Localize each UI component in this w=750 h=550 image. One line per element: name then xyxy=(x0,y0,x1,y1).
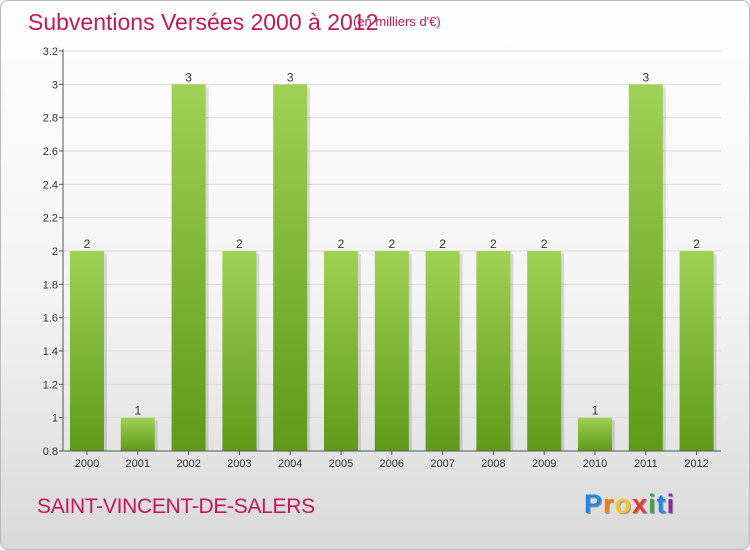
y-tick-label: 2.2 xyxy=(43,213,58,225)
bar-2008 xyxy=(476,251,511,451)
x-tick-label: 2002 xyxy=(176,458,200,470)
value-label: 2 xyxy=(490,237,497,251)
bar-2007 xyxy=(425,251,460,451)
x-tick-label: 2010 xyxy=(583,458,607,470)
logo-letter: i xyxy=(666,489,676,519)
y-tick-label: 2.8 xyxy=(43,113,58,125)
y-tick-label: 3.2 xyxy=(43,46,58,58)
bar-2001 xyxy=(120,417,155,451)
value-label: 3 xyxy=(287,70,294,84)
bars: 2 1 3 2 3 2 2 2 2 2 1 3 2 xyxy=(70,70,717,451)
axes: 0.8 1 1.2 1.4 1.6 1.8 2 2.2 2.4 2.6 2.8 3 3.2 2000 200… xyxy=(43,46,721,470)
value-label: 2 xyxy=(388,237,395,251)
y-tick-label: 1.4 xyxy=(43,346,58,358)
value-label: 2 xyxy=(84,237,91,251)
value-label: 1 xyxy=(592,404,599,418)
chart-title: Subventions Versées 2000 à 2012 xyxy=(28,9,379,35)
value-label: 2 xyxy=(541,237,548,251)
bar-2012 xyxy=(679,251,714,451)
bar-2002 xyxy=(171,84,206,451)
logo-letter: r xyxy=(603,489,615,519)
y-tick-label: 0.8 xyxy=(43,446,58,458)
x-tick-label: 2000 xyxy=(75,458,99,470)
y-tick-label: 1.6 xyxy=(43,313,58,325)
logo-letter: x xyxy=(632,489,649,519)
logo-letter: o xyxy=(614,489,633,519)
x-tick-label: 2001 xyxy=(126,458,150,470)
x-tick-label: 2012 xyxy=(684,458,708,470)
y-tick-label: 1 xyxy=(52,413,58,425)
logo-letter: i xyxy=(648,489,657,519)
x-tick-label: 2011 xyxy=(634,458,658,470)
value-label: 2 xyxy=(338,237,345,251)
bar-2009 xyxy=(527,251,562,451)
bar-2011 xyxy=(628,84,663,451)
x-tick-label: 2006 xyxy=(380,458,404,470)
bar-2010 xyxy=(578,417,612,451)
x-tick-label: 2004 xyxy=(278,458,302,470)
x-tick-label: 2005 xyxy=(329,458,353,470)
value-label: 2 xyxy=(439,237,446,251)
bar-2006 xyxy=(374,251,409,451)
proxiti-logo: Proxiti xyxy=(584,489,675,520)
value-label: 3 xyxy=(185,70,192,84)
bar-2003 xyxy=(222,251,257,451)
y-tick-label: 2 xyxy=(52,246,58,258)
bar-2000 xyxy=(70,251,104,451)
logo-letter: t xyxy=(656,489,667,519)
commune-name: SAINT-VINCENT-DE-SALERS xyxy=(37,495,315,518)
value-label: 3 xyxy=(642,70,649,84)
x-tick-label: 2007 xyxy=(430,458,454,470)
y-tick-label: 1.2 xyxy=(43,379,58,391)
y-tick-label: 3 xyxy=(52,79,58,91)
value-label: 2 xyxy=(693,237,700,251)
y-tick-label: 2.6 xyxy=(43,146,58,158)
bar-chart: 2 1 3 2 3 2 2 2 2 2 1 3 2 0.8 1 1.2 1.4 1.6 1.8 2 2.2 2.4 2.6… xyxy=(43,46,721,470)
x-tick-label: 2008 xyxy=(481,458,505,470)
value-label: 2 xyxy=(236,237,243,251)
value-label: 1 xyxy=(134,404,141,418)
logo-letter: P xyxy=(584,489,604,519)
x-tick-label: 2009 xyxy=(532,458,556,470)
bar-2004 xyxy=(273,84,308,451)
unit-label: (en milliers d'€) xyxy=(353,14,441,29)
x-tick-label: 2003 xyxy=(227,458,251,470)
y-tick-label: 2.4 xyxy=(43,179,58,191)
y-tick-label: 1.8 xyxy=(43,279,58,291)
bar-2005 xyxy=(324,251,358,451)
